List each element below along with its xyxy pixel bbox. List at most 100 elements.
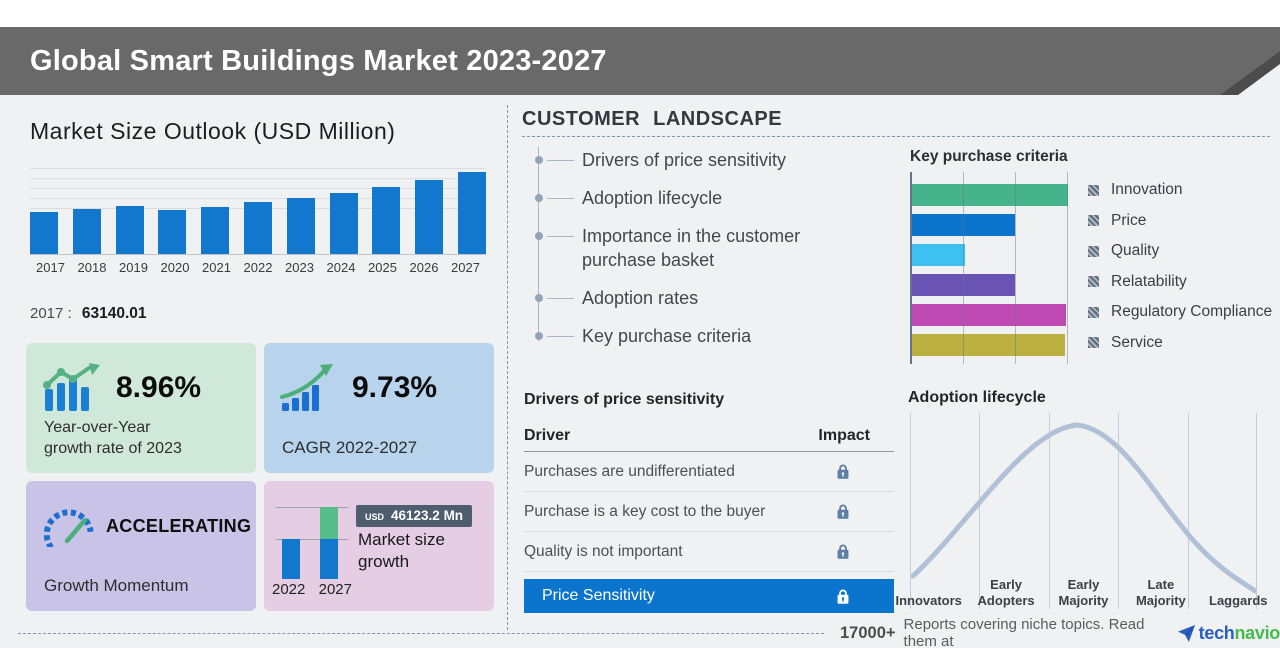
momentum-label: Growth Momentum <box>44 576 189 596</box>
lifecycle-stage-label: Early Majority <box>1058 576 1109 608</box>
size-growth-line1: Market size <box>358 530 445 549</box>
table-row: Quality is not important <box>524 532 894 572</box>
market-size-bar <box>72 209 101 254</box>
cagr-value: 9.73% <box>352 371 438 404</box>
content-area: Market Size Outlook (USD Million) 2017 20… <box>0 95 1280 650</box>
stage-divider <box>1256 413 1257 609</box>
mini-chart-years: 2022 2027 <box>272 581 352 598</box>
footer-dashed-rule <box>18 633 824 634</box>
stage-divider <box>910 413 911 609</box>
criteria-bar <box>912 184 1068 206</box>
currency-label: USD <box>365 512 385 522</box>
x-axis-labels: 2017 2018 2019 2020 2021 2022 2023 2024 2025 2026… <box>30 260 486 275</box>
legend-item: Innovation <box>1088 175 1272 206</box>
growth-momentum-card: ACCELERATING Growth Momentum <box>26 481 256 611</box>
base-year-number: 63140.01 <box>81 305 147 322</box>
year-label: 2022 <box>243 260 273 275</box>
year-label: 2020 <box>160 260 190 275</box>
price-sensitivity-highlight-row: Price Sensitivity <box>524 579 894 613</box>
yoy-label-line2: growth rate of 2023 <box>44 439 182 457</box>
year-label: 2025 <box>368 260 397 275</box>
gridline <box>962 172 964 364</box>
brand-tech: tech <box>1198 622 1235 643</box>
gridline <box>1015 172 1017 364</box>
criteria-bar-row <box>912 274 1068 296</box>
bar-2027-base <box>320 539 338 579</box>
footer: 17000+ Reports covering niche topics. Re… <box>840 616 1280 650</box>
legend-item: Service <box>1088 328 1272 359</box>
customer-landscape-underline <box>522 136 1270 137</box>
market-size-bar <box>415 180 444 254</box>
stage-divider <box>979 413 981 609</box>
market-size-bar <box>158 210 187 254</box>
legend-item: Price <box>1088 206 1272 237</box>
year-label: 2018 <box>77 260 107 275</box>
lifecycle-stage-label: Early Adopters <box>977 576 1035 608</box>
yoy-label-line1: Year-over-Year <box>44 419 151 437</box>
table-rows: Purchases are undifferentiated Purchase … <box>524 452 894 572</box>
lock-icon <box>837 544 849 559</box>
stage-divider <box>1118 413 1120 609</box>
report-count: 17000+ <box>840 623 896 642</box>
technavio-logo[interactable]: tech navio <box>1177 623 1280 644</box>
key-purchase-criteria-title: Key purchase criteria <box>910 148 1068 165</box>
market-size-bar <box>372 187 401 254</box>
impact-cell <box>836 463 850 480</box>
market-size-bar <box>243 202 272 254</box>
year-label: 2017 <box>36 260 65 275</box>
base-year-label: 2017 : <box>30 305 72 322</box>
landscape-list-item: Importance in the customer purchase bask… <box>534 217 868 279</box>
customer-landscape-list: Drivers of price sensitivity Adoption lif… <box>534 141 868 355</box>
ref-line-mid <box>276 539 348 540</box>
driver-cell: Quality is not important <box>524 542 683 560</box>
driver-cell: Purchase is a key cost to the buyer <box>524 502 766 520</box>
highlight-row-label: Price Sensitivity <box>542 587 655 604</box>
mini-year-end: 2027 <box>318 581 352 598</box>
year-label: 2026 <box>409 260 439 275</box>
yoy-growth-value: 8.96% <box>116 371 202 404</box>
legend-label: Service <box>1111 333 1163 351</box>
year-label: 2027 <box>451 260 480 275</box>
yoy-growth-label: Year-over-Year growth rate of 2023 <box>44 418 182 459</box>
year-label: 2021 <box>202 260 231 275</box>
legend-item: Relatability <box>1088 267 1272 298</box>
brand-navio: navio <box>1234 622 1280 643</box>
impact-cell <box>836 543 850 560</box>
legend-label: Relatability <box>1111 272 1187 290</box>
ref-line-top <box>276 507 348 508</box>
criteria-legend: Innovation Price Quality Relatability Regula… <box>1088 175 1272 358</box>
impact-column-header: Impact <box>818 427 870 444</box>
market-size-bar <box>329 193 358 254</box>
market-outlook-title: Market Size Outlook (USD Million) <box>30 118 396 144</box>
cagr-label: CAGR 2022-2027 <box>282 438 418 458</box>
impact-cell <box>836 503 850 520</box>
lock-icon <box>837 504 849 519</box>
landscape-list-item: Adoption lifecycle <box>534 179 868 217</box>
key-purchase-criteria-chart <box>910 172 1068 364</box>
criteria-bar <box>912 214 1015 236</box>
bar-series <box>30 168 486 254</box>
year-label: 2023 <box>285 260 314 275</box>
gridline <box>1067 172 1068 364</box>
legend-label: Quality <box>1111 242 1160 260</box>
landscape-list-item: Key purchase criteria <box>534 317 868 355</box>
market-size-bar <box>201 207 230 254</box>
legend-swatch-icon <box>1088 184 1099 196</box>
landscape-list-item: Drivers of price sensitivity <box>534 141 868 179</box>
mini-year-start: 2022 <box>272 581 306 598</box>
criteria-bar-row <box>912 304 1068 326</box>
legend-label: Price <box>1111 211 1147 229</box>
growth-mini-chart <box>276 495 348 579</box>
criteria-bars <box>912 184 1068 364</box>
landscape-list-item: Adoption rates <box>534 279 868 317</box>
year-label: 2024 <box>326 260 356 275</box>
criteria-bar-row <box>912 184 1068 206</box>
lock-icon-slot <box>836 588 850 605</box>
adoption-lifecycle-chart: Innovators Early Adopters Early Majority Late… <box>895 413 1268 609</box>
criteria-bar-row <box>912 244 1068 266</box>
base-year-value: 2017 : 63140.01 <box>30 305 147 323</box>
legend-swatch-icon <box>1088 276 1099 288</box>
driver-cell: Purchases are undifferentiated <box>524 462 735 480</box>
criteria-bar-row <box>912 334 1068 356</box>
